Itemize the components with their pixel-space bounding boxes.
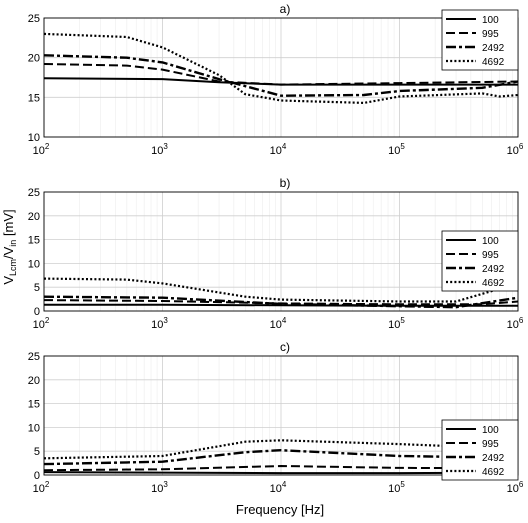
y-tick-label: 15 — [28, 399, 40, 411]
x-tick-label: 103 — [151, 142, 168, 157]
x-tick-label: 103 — [151, 480, 168, 495]
y-tick-label: 5 — [34, 282, 40, 294]
x-tick-label: 106 — [507, 316, 524, 331]
x-tick-label: 104 — [270, 480, 287, 495]
y-tick-label: 10 — [28, 422, 40, 434]
x-tick-label: 104 — [270, 316, 287, 331]
legend-label: 4692 — [482, 467, 505, 478]
panel-3: 102 103 104 105 106 0 5 10 15 20 25 c) 100 995 2492 469… — [28, 340, 524, 495]
panel-title: c) — [280, 340, 290, 354]
x-axis-label: Frequency [Hz] — [236, 502, 324, 517]
series-line-995 — [43, 465, 519, 472]
x-tick-label: 102 — [33, 142, 50, 157]
series-line-2492 — [43, 449, 519, 466]
y-tick-label: 25 — [28, 351, 40, 363]
y-tick-label: 20 — [28, 211, 40, 223]
legend-label: 4692 — [482, 57, 505, 68]
y-tick-label: 0 — [34, 306, 40, 318]
y-tick-label: 20 — [28, 53, 40, 65]
panel-title: a) — [280, 2, 291, 16]
series-line-4692 — [43, 277, 519, 303]
x-tick-label: 105 — [388, 142, 405, 157]
legend-label: 995 — [482, 29, 499, 40]
legend-label: 2492 — [482, 43, 505, 54]
series-line-995 — [43, 63, 519, 86]
series-line-100 — [43, 77, 518, 86]
x-tick-label: 102 — [33, 316, 50, 331]
legend-label: 2492 — [482, 453, 505, 464]
y-axis-label: VLcm/Vin [mV] — [1, 209, 18, 284]
series-line-100 — [43, 471, 519, 475]
panel-2: 102 103 104 105 106 0 5 10 15 20 25 b) 100 995 2492 469… — [28, 176, 524, 331]
y-tick-label: 15 — [28, 235, 40, 247]
legend-label: 2492 — [482, 264, 505, 275]
legend: 100 995 2492 4692 — [441, 9, 519, 71]
y-tick-label: 5 — [34, 446, 40, 458]
legend-label: 100 — [482, 425, 499, 436]
series-line-2492 — [43, 54, 519, 97]
x-tick-label: 102 — [33, 480, 50, 495]
y-tick-label: 15 — [28, 92, 40, 104]
y-tick-label: 25 — [28, 13, 40, 25]
x-tick-label: 105 — [388, 480, 405, 495]
legend: 100 995 2492 4692 — [441, 230, 519, 292]
x-tick-label: 104 — [270, 142, 287, 157]
legend-label: 100 — [482, 15, 499, 26]
axes-box — [43, 355, 519, 476]
legend-label: 100 — [482, 236, 499, 247]
series-line-4692 — [43, 32, 519, 105]
y-tick-label: 20 — [28, 375, 40, 387]
x-tick-label: 105 — [388, 316, 405, 331]
legend-label: 995 — [482, 439, 499, 450]
panel-1: 102 103 104 105 106 10 15 20 25 a) 100 995 2492 4692 — [28, 2, 524, 157]
x-tick-label: 106 — [507, 142, 524, 157]
legend-label: 4692 — [482, 278, 505, 289]
y-tick-label: 0 — [34, 470, 40, 482]
series-line-995 — [43, 299, 519, 306]
x-tick-label: 103 — [151, 316, 168, 331]
series-line-4692 — [43, 439, 519, 460]
y-tick-label: 25 — [28, 187, 40, 199]
y-tick-label: 10 — [28, 132, 40, 144]
legend-label: 995 — [482, 250, 499, 261]
axes-box — [43, 17, 519, 138]
legend: 100 995 2492 4692 — [441, 419, 519, 481]
y-tick-label: 10 — [28, 258, 40, 270]
series-line-2492 — [43, 295, 519, 309]
x-tick-label: 106 — [507, 480, 524, 495]
panel-title: b) — [280, 176, 291, 190]
